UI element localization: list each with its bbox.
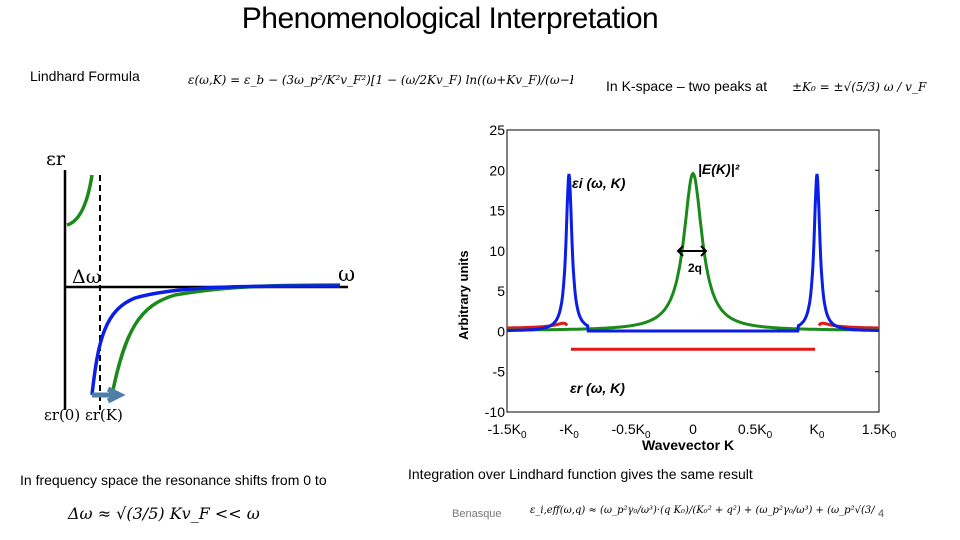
delta-formula: Δω ≈ √(3/5) Kv_F << ω — [68, 504, 260, 523]
lindhard-formula: ε(ω,K) = ε_b − (3ω_p²/K²v_F²)[1 − (ω/2Kv… — [188, 73, 573, 87]
sketch-bottom-label: εr(0) εr(K) — [44, 406, 123, 424]
sketch-blue-curve — [90, 284, 341, 396]
sketch-y-label: εr — [46, 148, 65, 170]
footer-left: Benasque — [452, 508, 502, 520]
left-sketch — [63, 170, 348, 410]
x-tick-label: -1.5K0 — [487, 421, 526, 441]
x-tick-label: -K0 — [559, 421, 579, 441]
chart-frame — [506, 129, 880, 413]
x-tick-label: -0.5K0 — [611, 421, 650, 441]
x-tick-label: 0.5K0 — [738, 421, 773, 441]
sketch-green-lower — [110, 283, 341, 396]
eff-formula: ε_i,eff(ω,q) ≈ (ω_p²γ₀/ω³)·(q K₀)/(K₀² +… — [530, 505, 875, 516]
y-tick-label: 25 — [489, 122, 505, 138]
slide-title: Phenomenological Interpretation — [241, 2, 659, 35]
freq-text: In frequency space the resonance shifts … — [20, 472, 327, 488]
y-axis-label: Arbitrary units — [456, 250, 471, 340]
width-label: 2q — [688, 261, 702, 275]
kspace-text: In K-space – two peaks at — [606, 78, 768, 94]
x-axis-label: Wavevector K — [642, 437, 734, 453]
shift-arrow-icon — [92, 386, 126, 404]
series-eps-i — [507, 173, 879, 333]
annotation-e-field: |E(K)|² — [698, 161, 740, 177]
y-tick-label: -5 — [493, 364, 506, 380]
y-tick-label: 15 — [489, 203, 505, 219]
page-number: 4 — [878, 508, 885, 520]
series-eps-r — [507, 321, 879, 351]
sketch-delta-label: Δω — [72, 266, 102, 288]
y-tick-label: 10 — [489, 243, 505, 259]
sketch-green-upper — [66, 174, 94, 227]
integration-text: Integration over Lindhard function gives… — [408, 466, 753, 482]
chart: 25 20 15 10 5 0 -5 -10 -1.5K0 -K0 -0.5K0 0 0.5K0 K0 1… — [456, 122, 897, 453]
sketch-omega-label: ω — [338, 262, 356, 286]
width-arrow-icon — [676, 245, 708, 257]
x-tick-label: 1.5K0 — [862, 421, 897, 441]
annotation-eps-i: εi (ω, K) — [572, 175, 626, 191]
y-tick-label: 20 — [489, 162, 505, 178]
annotation-eps-r: εr (ω, K) — [570, 380, 625, 396]
kspace-formula: ±K₀ = ±√(5/3) ω / v_F — [792, 80, 927, 94]
lindhard-label: Lindhard Formula — [30, 68, 140, 84]
y-tick-label: 5 — [497, 283, 505, 299]
x-tick-label: K0 — [810, 421, 825, 441]
x-tick-label: 0 — [689, 421, 697, 437]
y-tick-label: 0 — [497, 323, 505, 339]
series-E-field — [507, 171, 879, 332]
y-tick-label: -10 — [485, 404, 505, 420]
